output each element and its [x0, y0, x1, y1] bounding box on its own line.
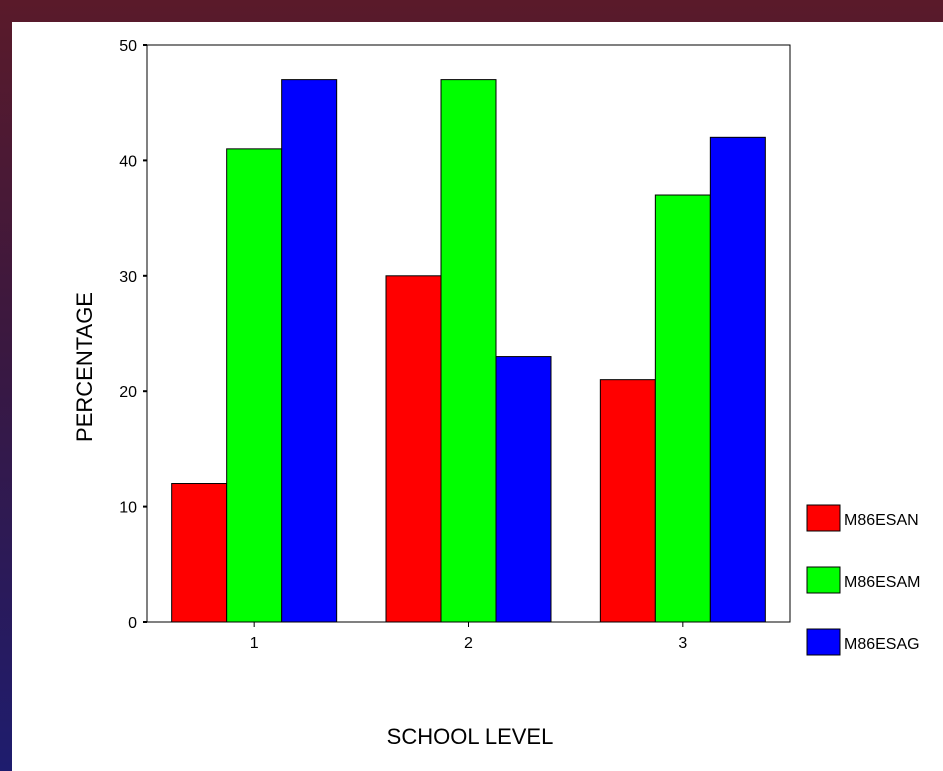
x-tick-label: 3 [678, 635, 687, 652]
chart-slide: 0 10 20 30 40 50 1 2 3 M86ESAN M86ESAM M86ESAG SC… [12, 22, 943, 771]
bar-m86esam-cat-2 [441, 80, 496, 622]
y-tick-label: 10 [119, 500, 137, 517]
bar-m86esam-cat-3 [655, 195, 710, 622]
x-axis: 1 2 3 [250, 622, 688, 652]
y-tick-label: 0 [128, 615, 137, 632]
bar-chart: 0 10 20 30 40 50 1 2 3 M86ESAN M86ESAM M86ESAG SC… [12, 22, 943, 771]
legend-swatch-m86esan [807, 505, 840, 531]
y-tick-label: 20 [119, 384, 137, 401]
y-tick-label: 50 [119, 38, 137, 55]
bar-m86esam-cat-1 [227, 149, 282, 622]
y-axis: 0 10 20 30 40 50 [119, 38, 147, 632]
x-axis-label: SCHOOL LEVEL [387, 724, 554, 749]
y-tick-label: 30 [119, 269, 137, 286]
bar-m86esag-cat-1 [282, 80, 337, 622]
legend-swatch-m86esag [807, 629, 840, 655]
y-tick-label: 40 [119, 153, 137, 170]
bar-m86esag-cat-3 [710, 137, 765, 622]
x-tick-label: 1 [250, 635, 259, 652]
legend-label-m86esag: M86ESAG [844, 636, 920, 653]
legend-label-m86esam: M86ESAM [844, 574, 920, 591]
legend-label-m86esan: M86ESAN [844, 512, 919, 529]
bar-m86esan-cat-2 [386, 276, 441, 622]
x-tick-label: 2 [464, 635, 473, 652]
legend-swatch-m86esam [807, 567, 840, 593]
y-axis-label: PERCENTAGE [72, 292, 97, 442]
bar-m86esan-cat-3 [600, 380, 655, 622]
legend: M86ESAN M86ESAM M86ESAG [807, 505, 920, 655]
bar-m86esag-cat-2 [496, 357, 551, 622]
bars-group [172, 80, 766, 622]
bar-m86esan-cat-1 [172, 484, 227, 622]
